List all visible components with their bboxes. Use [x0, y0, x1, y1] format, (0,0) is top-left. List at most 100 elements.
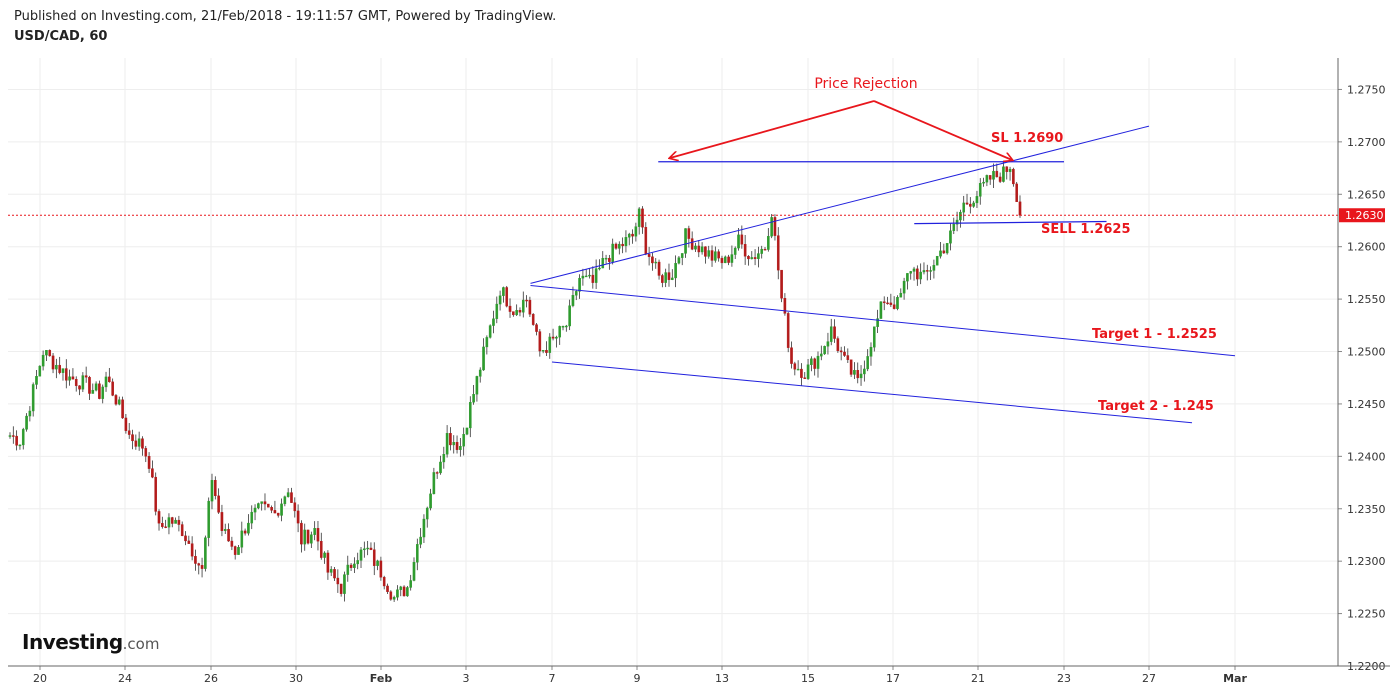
x-tick-label: 21	[971, 672, 985, 685]
candle	[674, 255, 677, 288]
annotation-sell: SELL 1.2625	[1041, 222, 1131, 237]
candle	[326, 550, 330, 580]
candle	[690, 231, 694, 251]
candle	[773, 214, 777, 241]
candle	[323, 551, 326, 564]
candle-body	[363, 548, 366, 551]
candle	[61, 368, 65, 381]
candle-body	[723, 256, 727, 264]
candle	[813, 357, 816, 376]
candle	[763, 247, 767, 251]
candle	[379, 556, 383, 581]
candle-body	[303, 529, 307, 545]
y-tick-label: 1.2350	[1347, 503, 1386, 516]
candle-body	[459, 446, 462, 450]
candle	[853, 362, 856, 379]
candle	[396, 585, 399, 601]
candle	[912, 266, 916, 281]
candle	[343, 571, 346, 602]
candle-body	[124, 417, 128, 431]
candle	[194, 549, 197, 571]
candle	[114, 394, 118, 406]
candle-body	[704, 246, 707, 257]
candle	[584, 269, 588, 278]
candle	[800, 363, 803, 386]
candle	[939, 241, 942, 259]
candle	[604, 254, 608, 264]
candle	[670, 269, 674, 281]
candle-body	[439, 461, 442, 474]
candle-body	[399, 586, 403, 590]
candle	[922, 262, 926, 275]
candle	[578, 274, 581, 299]
symbol-title: USD/CAD, 60	[14, 29, 108, 44]
candle	[965, 193, 969, 205]
candle	[187, 535, 191, 544]
candle-body	[217, 495, 220, 513]
candle	[548, 333, 552, 359]
candle	[200, 557, 204, 578]
candle	[336, 569, 340, 593]
candle	[581, 268, 585, 286]
candle	[422, 514, 426, 544]
candle-body	[720, 257, 724, 264]
candle	[164, 519, 167, 529]
candle-body	[906, 273, 909, 282]
y-tick-label: 1.2650	[1347, 188, 1386, 201]
candle	[608, 254, 611, 270]
candle	[760, 245, 764, 259]
candle-body	[475, 376, 479, 395]
candle	[452, 435, 456, 454]
candle	[528, 296, 532, 318]
candle-body	[654, 261, 658, 264]
candle-body	[743, 244, 747, 257]
candle	[627, 232, 631, 246]
candle-body	[485, 337, 489, 348]
candle	[591, 266, 595, 289]
candle	[624, 230, 628, 253]
candle-body	[737, 234, 740, 249]
candle-body	[680, 253, 684, 258]
candle	[273, 500, 277, 514]
candle-body	[922, 270, 926, 273]
candle	[972, 200, 975, 208]
candle-body	[379, 560, 383, 578]
axes: 1.2750 1.2700 1.2650 1.2600 1.2550 1.2500 1.24…	[8, 58, 1390, 685]
candle	[303, 523, 307, 551]
candle-body	[127, 430, 131, 435]
candle	[465, 427, 469, 436]
candle-body	[637, 208, 641, 227]
candle	[214, 476, 217, 500]
candle	[720, 255, 724, 269]
candle-body	[442, 454, 446, 463]
candle	[475, 375, 479, 402]
candle-body	[561, 326, 565, 328]
candle	[790, 341, 793, 369]
candle	[21, 427, 25, 450]
candle-body	[462, 433, 465, 447]
candle-body	[432, 472, 436, 495]
x-tick-label: 3	[463, 672, 470, 685]
candle	[353, 557, 356, 574]
candle-body	[833, 326, 836, 339]
y-tick-label: 1.2750	[1347, 83, 1386, 96]
candle	[270, 505, 273, 514]
candle	[121, 396, 124, 419]
x-tick-label: 24	[118, 672, 132, 685]
candle	[942, 243, 946, 254]
candle-body	[505, 287, 509, 307]
candle	[127, 422, 131, 439]
candle-body	[359, 549, 363, 561]
candle	[402, 585, 406, 597]
candle	[551, 328, 555, 341]
candle-body	[61, 368, 65, 373]
candle-body	[518, 310, 522, 313]
candle-body	[558, 326, 562, 338]
candle-body	[346, 564, 350, 575]
candle-body	[634, 226, 638, 237]
grid	[8, 58, 1338, 667]
candle-body	[204, 537, 207, 569]
candle	[545, 341, 548, 357]
candle-body	[803, 377, 807, 379]
